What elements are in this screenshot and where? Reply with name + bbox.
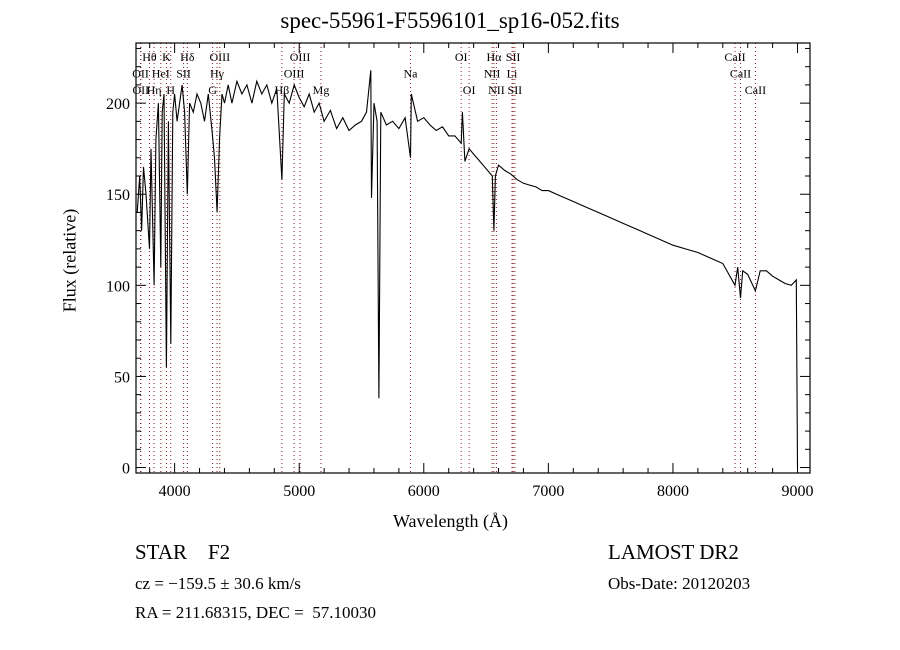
survey-name: LAMOST DR2 xyxy=(608,540,739,564)
chart-title: spec-55961-F5596101_sp16-052.fits xyxy=(280,8,620,33)
line-label: CaII xyxy=(730,67,751,81)
line-label: OIII xyxy=(290,50,311,64)
line-label: Hβ xyxy=(274,83,289,97)
line-label: OII xyxy=(132,67,149,81)
line-label: Hθ xyxy=(142,50,157,64)
spectrum-line xyxy=(136,70,799,468)
y-axis-label: Flux (relative) xyxy=(59,208,80,313)
line-label: OI xyxy=(463,83,476,97)
y-tick-label: 100 xyxy=(106,278,130,295)
line-label: NII xyxy=(484,67,501,81)
x-tick-label: 7000 xyxy=(532,483,564,500)
redshift-value: cz = −159.5 ± 30.6 km/s xyxy=(135,574,301,593)
line-label: NII xyxy=(488,83,505,97)
x-tick-label: 4000 xyxy=(159,483,191,500)
line-label: SII xyxy=(176,67,191,81)
line-label: SII xyxy=(506,50,521,64)
y-tick-label: 200 xyxy=(106,96,130,113)
line-label: Hη xyxy=(147,83,162,97)
line-label: Hδ xyxy=(180,50,195,64)
line-label: OIII xyxy=(284,67,305,81)
x-tick-label: 5000 xyxy=(283,483,315,500)
line-label: Hγ xyxy=(210,67,225,81)
y-tick-label: 150 xyxy=(106,187,130,204)
line-label: Na xyxy=(403,67,418,81)
line-label: OII xyxy=(133,83,150,97)
x-tick-label: 6000 xyxy=(408,483,440,500)
line-label: Mg xyxy=(313,83,330,97)
line-label: HeI xyxy=(152,67,170,81)
plot-frame xyxy=(135,42,811,474)
line-label: CaII xyxy=(745,83,766,97)
line-label: G xyxy=(208,83,217,97)
x-axis-label: Wavelength (Å) xyxy=(393,511,509,531)
y-tick-label: 0 xyxy=(122,461,130,478)
line-label: Hα xyxy=(486,50,502,64)
line-label: CaII xyxy=(724,50,745,64)
obs-date: Obs-Date: 20120203 xyxy=(608,574,751,593)
object-type: STAR F2 xyxy=(135,540,231,564)
coordinates: RA = 211.68315, DEC = 57.10030 xyxy=(135,603,376,622)
line-label: OI xyxy=(455,50,468,64)
line-label: Li xyxy=(507,67,518,81)
x-tick-label: 9000 xyxy=(782,483,814,500)
line-label: K xyxy=(162,50,171,64)
line-label: OIII xyxy=(210,50,231,64)
line-label: H xyxy=(166,83,175,97)
y-tick-label: 50 xyxy=(114,369,130,386)
line-label: SII xyxy=(508,83,523,97)
x-tick-label: 8000 xyxy=(657,483,689,500)
